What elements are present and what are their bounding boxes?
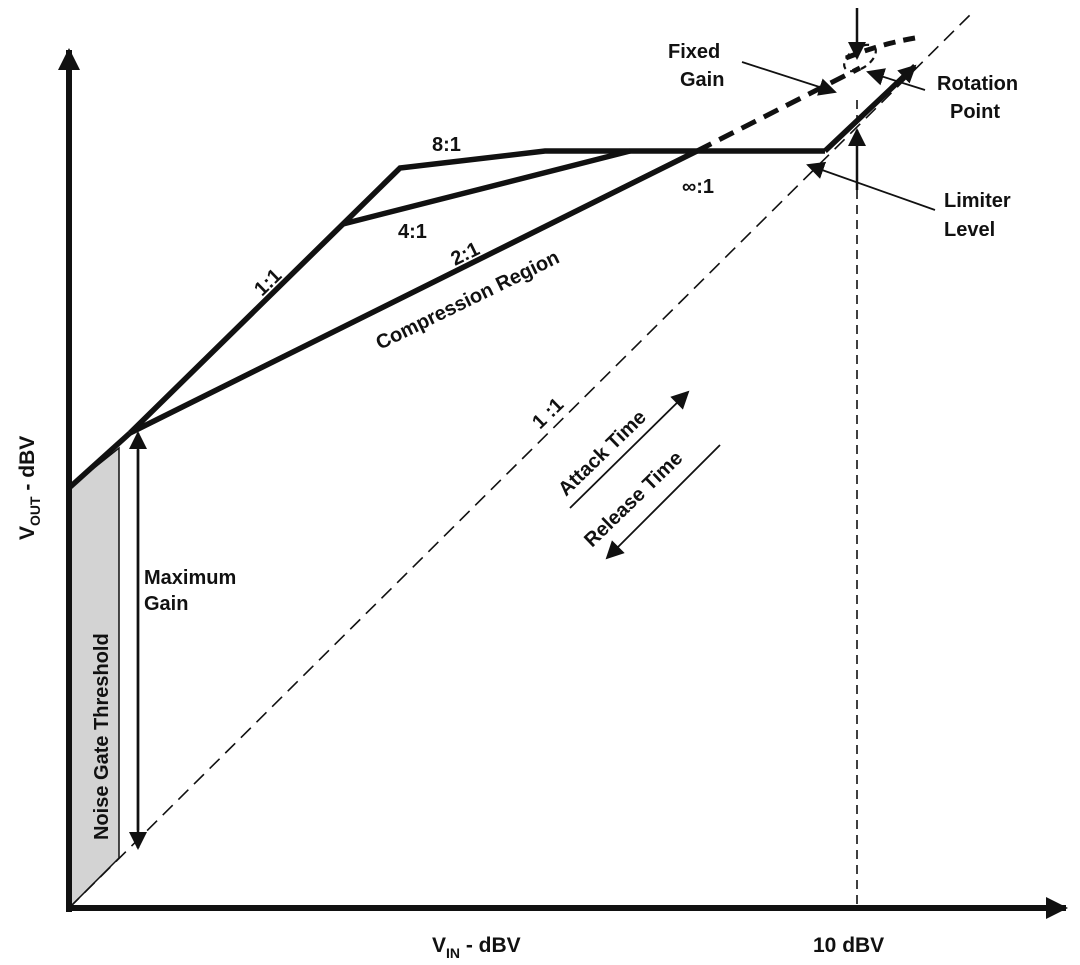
x-axis-label-tail: - dBV <box>460 934 521 957</box>
x-axis-label-main: V <box>432 934 446 957</box>
rotation-point-label-line1: Rotation <box>937 73 1018 95</box>
limiter-level-label-line1: Limiter <box>944 190 1011 212</box>
fixed-gain-label-line1: Fixed <box>668 41 720 63</box>
x-axis-label-sub: IN <box>446 945 460 961</box>
x-axis-label: VIN - dBV <box>432 934 521 961</box>
rotation-point-arrow <box>866 68 926 91</box>
noise-gate-threshold-label: Noise Gate Threshold <box>91 633 113 840</box>
y-axis-label-main: V <box>16 526 39 540</box>
curve-noise-gate-segment <box>67 430 132 491</box>
maximum-gain-label-line2: Gain <box>144 593 188 615</box>
fixed-gain-label-line2: Gain <box>680 69 724 91</box>
ratio-1-1-curve-label: 1:1 <box>250 265 286 301</box>
y-axis-label-tail: - dBV <box>16 436 39 497</box>
release-time-arrow <box>605 444 721 560</box>
curve-4-1 <box>342 148 631 227</box>
y-axis-label: VOUT - dBV <box>16 436 43 540</box>
ratio-4-1-label: 4:1 <box>398 221 427 243</box>
limiter-level-label-line2: Level <box>944 219 995 241</box>
curve-2-1 <box>128 148 699 436</box>
rotation-ellipse <box>843 43 877 73</box>
y-axis-label-sub: OUT <box>27 496 43 526</box>
rotation-point-label-line2: Point <box>950 101 1000 123</box>
attack-time-arrow <box>569 390 690 509</box>
x-marker-label: 10 dBV <box>813 934 884 957</box>
ratio-2-1-label: 2:1 <box>448 238 484 270</box>
limiter-level-arrow <box>806 161 936 211</box>
limiter-rotated-line <box>823 64 917 153</box>
ratio-8-1-label: 8:1 <box>432 134 461 156</box>
fixed-gain-arrow <box>741 61 837 96</box>
curve-1-1-to-8-1 <box>128 148 825 435</box>
maximum-gain-label-line1: Maximum <box>144 567 236 589</box>
reference-1-1-line <box>68 9 976 909</box>
ratio-1-1-reference-label: 1 :1 <box>528 394 568 434</box>
ratio-inf-1-label: ∞:1 <box>682 176 714 198</box>
